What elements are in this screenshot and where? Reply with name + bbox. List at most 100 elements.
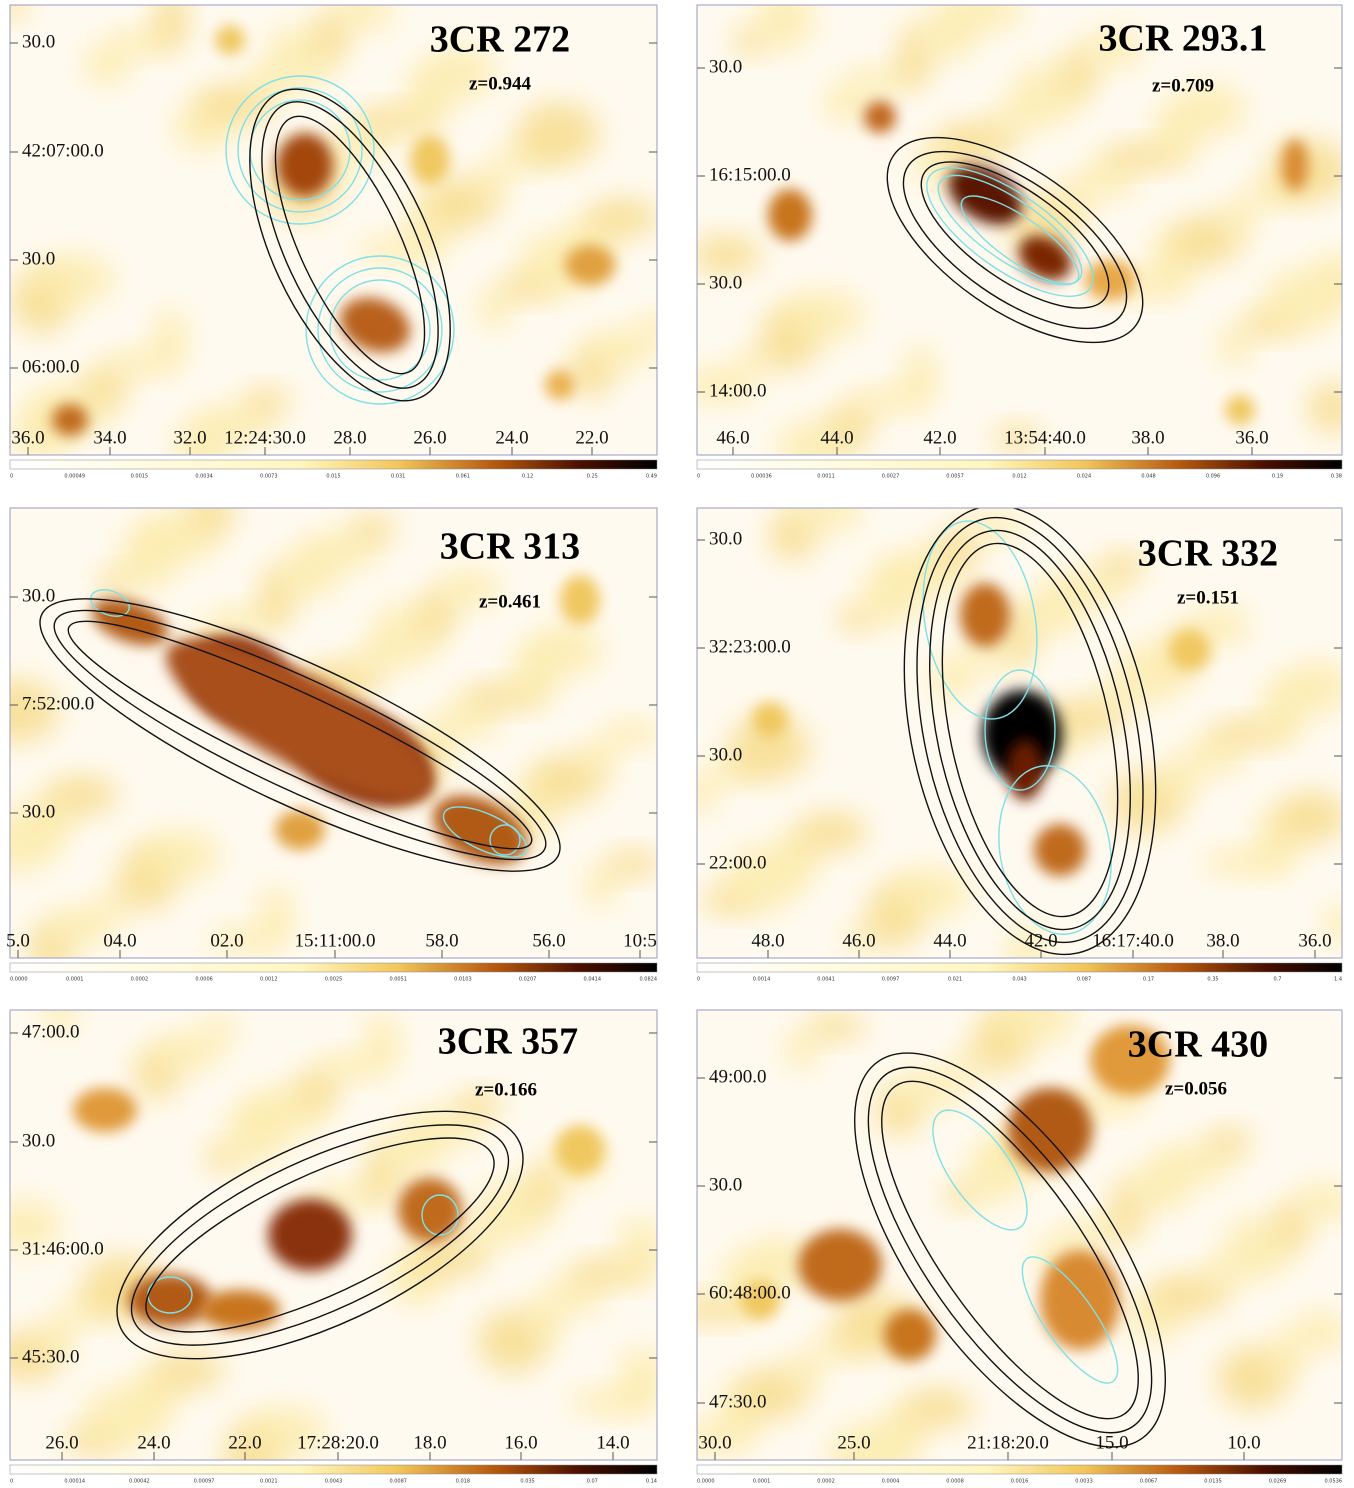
- x-tick-label: 22.0: [575, 427, 608, 448]
- y-tick-label: 30.0: [22, 248, 55, 269]
- radio-contour: [984, 669, 1056, 791]
- noise-blob: [791, 508, 863, 532]
- radio-contour: [932, 1109, 1028, 1231]
- x-tick-label: 36.0: [1298, 930, 1331, 951]
- colorbar-label: 0: [697, 977, 700, 983]
- y-tick-label: 30.0: [22, 585, 55, 606]
- colorbar: [9, 1464, 658, 1475]
- x-tick-label: 32.0: [173, 427, 206, 448]
- colorbar-label: 0.0000: [697, 1479, 715, 1484]
- noise-blob: [1291, 1312, 1342, 1352]
- xray-contour: [249, 88, 451, 402]
- emission-blob: [884, 1309, 936, 1361]
- xray-contour: [854, 1052, 1166, 1448]
- colorbar-label: 0: [10, 474, 13, 480]
- x-tick-label: 28.0: [333, 427, 366, 448]
- colorbar-label: 0.018: [456, 1479, 470, 1484]
- colorbar-label: 0.061: [456, 474, 470, 480]
- x-tick-label: 16:17:40.0: [1092, 930, 1174, 951]
- emission-blob: [960, 583, 1010, 647]
- noise-blob: [46, 775, 118, 815]
- noise-blob: [754, 5, 814, 51]
- emission-blob: [1040, 1250, 1120, 1350]
- noise-blob: [951, 643, 1023, 671]
- emission-blob: [948, 165, 1022, 225]
- emission-blob: [275, 810, 325, 850]
- y-tick-label: 32:23:00.0: [709, 636, 791, 657]
- emission-blob: [277, 133, 333, 197]
- noise-blob: [334, 5, 394, 32]
- image: [697, 5, 1342, 455]
- x-tick-label: 17:28:20.0: [297, 1432, 379, 1453]
- x-tick-label: 14.0: [596, 1432, 629, 1453]
- colorbar-label: 0.00014: [64, 1479, 85, 1484]
- noise-blob: [1042, 698, 1126, 738]
- x-tick-label: 38.0: [1131, 427, 1164, 448]
- source-title: 3CR 313: [440, 526, 580, 568]
- noise-blob: [845, 66, 917, 94]
- noise-blob: [1323, 904, 1342, 944]
- image: [697, 508, 1342, 958]
- noise-blob: [1057, 1219, 1129, 1247]
- noise-blob: [194, 84, 278, 124]
- emission-blob: [982, 690, 1062, 780]
- colorbar-label: 0.087: [1077, 977, 1091, 983]
- x-tick-label: 10.0: [1227, 1432, 1260, 1453]
- x-tick-label: 42.0: [923, 427, 956, 448]
- x-tick-label: 24.0: [137, 1432, 170, 1453]
- noise-blob: [1217, 327, 1253, 367]
- colorbar-label: 0.0015: [131, 474, 149, 480]
- xray-contour: [902, 150, 1128, 330]
- colorbar-label: 0.0006: [195, 977, 213, 983]
- emission-blob: [1225, 395, 1255, 425]
- noise-blob: [193, 404, 277, 444]
- emission-blob: [1170, 630, 1210, 670]
- emission-blob: [555, 1125, 605, 1175]
- colorbar-label: 0.0103: [454, 977, 472, 983]
- noise-blob: [203, 1014, 239, 1042]
- noise-blob: [828, 403, 876, 443]
- x-tick-label: 02.0: [210, 930, 243, 951]
- xray-contour: [886, 136, 1144, 344]
- noise-blob: [440, 569, 500, 609]
- noise-blob: [152, 1351, 224, 1391]
- redshift: z=0.166: [475, 1079, 537, 1100]
- noise-blob: [993, 1010, 1077, 1045]
- y-tick-label: 30.0: [709, 528, 742, 549]
- x-tick-label: 58.0: [425, 930, 458, 951]
- x-tick-label: 18.0: [413, 1432, 446, 1453]
- colorbar-label: 0.048: [1141, 474, 1155, 480]
- x-tick-label: 22.0: [228, 1432, 261, 1453]
- colorbar-label: 0.0000: [10, 977, 28, 983]
- colorbar-label: 0: [10, 1479, 13, 1484]
- noise-blob: [188, 508, 236, 533]
- emission-blob: [128, 1274, 212, 1326]
- noise-blob: [299, 531, 383, 571]
- noise-blob: [806, 1013, 866, 1041]
- radio-contour: [1021, 1256, 1119, 1384]
- y-tick-label: 30.0: [709, 272, 742, 293]
- radio-contour: [317, 267, 443, 393]
- noise-blob: [727, 716, 811, 780]
- x-tick-label: 56.0: [532, 930, 565, 951]
- y-tick-label: 06:00.0: [22, 356, 80, 377]
- xray-contour: [881, 1080, 1139, 1420]
- x-tick-label: 48.0: [751, 930, 784, 951]
- y-tick-label: 47:30.0: [709, 1391, 767, 1412]
- x-tick-label: 36.0: [11, 427, 44, 448]
- emission-blob: [768, 189, 812, 241]
- noise-blob: [425, 47, 497, 99]
- noise-blob: [902, 345, 938, 409]
- redshift: z=0.709: [1152, 75, 1214, 96]
- panel: 3CR 430 z=0.056 49:00.0 30.0 60:48:00.0 47:30…: [696, 1009, 1343, 1485]
- radio-contour: [305, 255, 455, 405]
- noise-blob: [697, 235, 762, 275]
- noise-blob: [531, 624, 603, 676]
- noise-blob: [476, 160, 512, 200]
- noise-blob: [1099, 551, 1147, 579]
- emission-blob: [398, 1178, 462, 1242]
- colorbar-label: 0.00042: [129, 1479, 150, 1484]
- y-tick-label: 30.0: [709, 1174, 742, 1195]
- colorbar: [9, 962, 658, 973]
